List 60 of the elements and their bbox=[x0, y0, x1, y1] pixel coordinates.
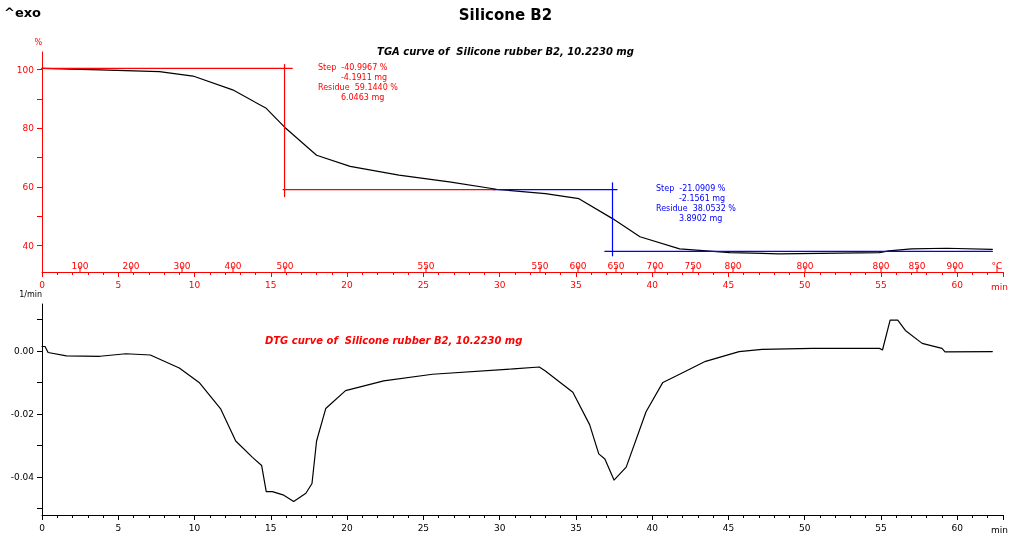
y-tick-label: 80 bbox=[22, 123, 35, 134]
annotation: 300 bbox=[173, 260, 191, 271]
x-tick-label: 25 bbox=[417, 279, 430, 290]
annotation: 800 bbox=[796, 260, 814, 271]
x-tick-label: 55 bbox=[875, 279, 887, 290]
y-axis-title: % bbox=[34, 37, 43, 47]
annotation: 400 bbox=[224, 260, 242, 271]
annotation: Step -21.0909 % -2.1561 mg Residue 38.0532 % 3.8902 mg bbox=[656, 183, 737, 223]
x-tick-label: 10 bbox=[188, 279, 201, 290]
annotation: 900 bbox=[946, 260, 964, 271]
x-tick-label: 0 bbox=[39, 279, 46, 290]
x-tick-label: 0 bbox=[39, 522, 46, 533]
x-tick-label: 35 bbox=[570, 522, 582, 533]
x-axis-title: min bbox=[991, 524, 1008, 535]
y-tick-label: 0.00 bbox=[13, 346, 35, 357]
annotation: 800 bbox=[724, 260, 742, 271]
annotation: °C bbox=[991, 260, 1003, 271]
x-tick-label: 60 bbox=[951, 279, 964, 290]
x-tick-label: 5 bbox=[115, 279, 122, 290]
x-tick-label: 30 bbox=[493, 522, 506, 533]
x-tick-label: 45 bbox=[722, 522, 735, 533]
annotation: 700 bbox=[646, 260, 664, 271]
y-tick-label: -0.04 bbox=[10, 472, 35, 483]
annotation: 550 bbox=[417, 260, 435, 271]
y-tick-label: -0.02 bbox=[10, 409, 34, 420]
x-tick-label: 15 bbox=[265, 279, 277, 290]
x-tick-label: 40 bbox=[646, 522, 659, 533]
x-axis-title: min bbox=[991, 281, 1008, 292]
y-tick-label: 40 bbox=[22, 240, 35, 251]
x-tick-label: 40 bbox=[646, 279, 659, 290]
y-axis-title: 1/min bbox=[19, 289, 42, 299]
x-tick-label: 10 bbox=[188, 522, 201, 533]
x-tick-label: 45 bbox=[722, 279, 735, 290]
annotation: 550 bbox=[531, 260, 549, 271]
x-tick-label: 15 bbox=[265, 522, 277, 533]
annotation: 200 bbox=[122, 260, 140, 271]
annotation: 850 bbox=[908, 260, 926, 271]
y-tick-label: 100 bbox=[16, 64, 35, 75]
chart-subtitle: TGA curve of Silicone rubber B2, 10.2230 mg bbox=[377, 45, 634, 57]
text: DTG curve of Silicone rubber B2, 10.2230 mg bbox=[265, 334, 523, 346]
annotation: 800 bbox=[872, 260, 890, 271]
annotation: 750 bbox=[684, 260, 702, 271]
y-tick-label: 60 bbox=[22, 181, 35, 192]
x-tick-label: 60 bbox=[951, 522, 964, 533]
x-tick-label: 55 bbox=[875, 522, 887, 533]
x-tick-label: 20 bbox=[341, 279, 354, 290]
x-tick-label: 30 bbox=[493, 279, 506, 290]
x-tick-label: 20 bbox=[341, 522, 354, 533]
annotation: 600 bbox=[569, 260, 587, 271]
text: ^exo bbox=[4, 5, 42, 20]
x-tick-label: 5 bbox=[115, 522, 122, 533]
x-tick-label: 50 bbox=[798, 279, 811, 290]
annotation: 100 bbox=[71, 260, 89, 271]
annotation: 650 bbox=[607, 260, 625, 271]
x-tick-label: 35 bbox=[570, 279, 582, 290]
chart-title: Silicone B2 bbox=[458, 5, 553, 24]
x-tick-label: 25 bbox=[417, 522, 430, 533]
annotation: Step -40.9967 % -4.1911 mg Residue 59.1440 % 6.0463 mg bbox=[318, 62, 399, 102]
annotation: 500 bbox=[276, 260, 294, 271]
x-tick-label: 50 bbox=[798, 522, 811, 533]
